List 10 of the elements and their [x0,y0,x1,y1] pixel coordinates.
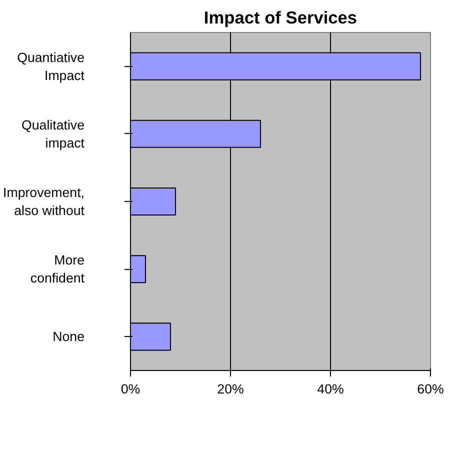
x-tick-label: 40% [317,382,344,396]
chart-title: Impact of Services [204,8,358,28]
y-tick-label: Qualitative impact [22,117,85,150]
y-tick-label: More confident [30,252,85,286]
x-tick-label: 20% [217,382,244,396]
x-tick-label: 60% [417,382,444,396]
x-tick-label: 0% [120,382,140,396]
y-tick-label: Improvement, also without [3,185,85,218]
y-tick-label: None [52,329,85,344]
y-tick-label: Quantiative Impact [17,50,85,83]
